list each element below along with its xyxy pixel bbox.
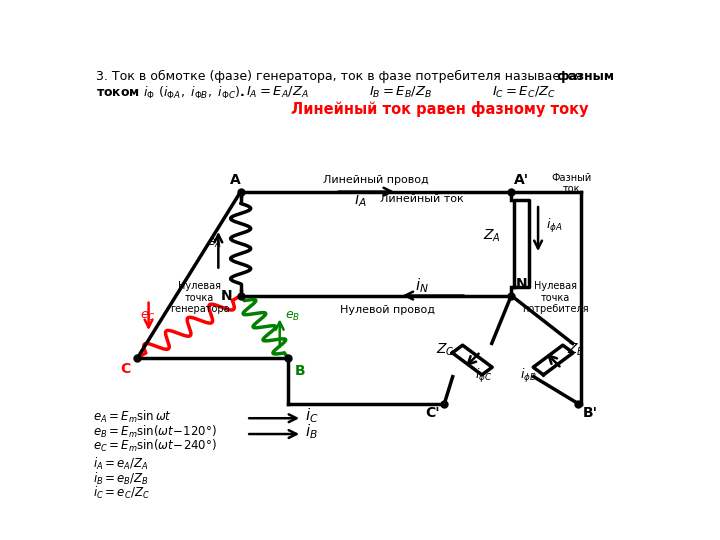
Text: $i_B = e_B/Z_B$: $i_B = e_B/Z_B$ bbox=[93, 471, 149, 487]
Text: N': N' bbox=[516, 276, 532, 291]
Text: $i_{\phi B}$: $i_{\phi B}$ bbox=[520, 367, 536, 385]
Text: Линейный ток равен фазному току: Линейный ток равен фазному току bbox=[291, 101, 588, 117]
Text: Нулевой провод: Нулевой провод bbox=[340, 305, 435, 315]
Text: $i_A$: $i_A$ bbox=[354, 190, 367, 209]
Text: Фазный
ток: Фазный ток bbox=[552, 172, 592, 194]
Text: $Z_B$: $Z_B$ bbox=[567, 342, 585, 358]
Text: A': A' bbox=[514, 173, 529, 187]
Text: $e_A$: $e_A$ bbox=[207, 237, 222, 250]
Text: $I_A = E_A/Z_A$: $I_A = E_A/Z_A$ bbox=[246, 85, 310, 100]
Text: C: C bbox=[120, 362, 131, 376]
Text: $e_B$: $e_B$ bbox=[285, 309, 300, 322]
Text: $i_{\phi A}$: $i_{\phi A}$ bbox=[546, 217, 562, 235]
Text: B': B' bbox=[582, 406, 598, 420]
Text: 3. Ток в обмотке (фазе) генератора, ток в фазе потребителя называется: 3. Ток в обмотке (фазе) генератора, ток … bbox=[96, 70, 585, 83]
Text: $i_C = e_C/Z_C$: $i_C = e_C/Z_C$ bbox=[93, 485, 150, 501]
Text: $e_C = E_m \sin(\omega t\!-\!240°)$: $e_C = E_m \sin(\omega t\!-\!240°)$ bbox=[93, 438, 217, 454]
Text: $Z_C$: $Z_C$ bbox=[436, 342, 454, 358]
Text: B: B bbox=[294, 364, 305, 378]
Text: Линейный провод: Линейный провод bbox=[323, 175, 429, 185]
Text: $i_C$: $i_C$ bbox=[305, 406, 318, 425]
Text: $e_C$: $e_C$ bbox=[140, 309, 156, 322]
Text: $I_B = E_B/Z_B$: $I_B = E_B/Z_B$ bbox=[369, 85, 432, 100]
Text: $e_A = E_m \sin\omega t$: $e_A = E_m \sin\omega t$ bbox=[93, 409, 172, 425]
Text: $i_{\phi C}$: $i_{\phi C}$ bbox=[475, 367, 492, 385]
Text: Нулевая
точка
потребителя: Нулевая точка потребителя bbox=[523, 281, 589, 314]
Text: Нулевая
точка
генератора: Нулевая точка генератора bbox=[170, 281, 230, 314]
Text: $i_N$: $i_N$ bbox=[415, 276, 429, 295]
Text: $e_B = E_m \sin(\omega t\!-\!120°)$: $e_B = E_m \sin(\omega t\!-\!120°)$ bbox=[93, 424, 217, 440]
Text: $i_B$: $i_B$ bbox=[305, 422, 318, 441]
Text: N: N bbox=[220, 288, 233, 302]
Text: $Z_A$: $Z_A$ bbox=[483, 227, 501, 244]
Text: C': C' bbox=[426, 406, 440, 420]
Text: $I_C = E_C/Z_C$: $I_C = E_C/Z_C$ bbox=[492, 85, 556, 100]
Text: током $i_{\Phi}$ $(i_{\Phi A},\ i_{\Phi B},\ i_{\Phi C})$.: током $i_{\Phi}$ $(i_{\Phi A},\ i_{\Phi … bbox=[96, 85, 245, 101]
Text: $i_A = e_A/Z_A$: $i_A = e_A/Z_A$ bbox=[93, 456, 149, 472]
Text: A: A bbox=[230, 173, 240, 187]
Text: Линейный ток: Линейный ток bbox=[380, 194, 464, 204]
Text: фазным: фазным bbox=[557, 70, 614, 83]
